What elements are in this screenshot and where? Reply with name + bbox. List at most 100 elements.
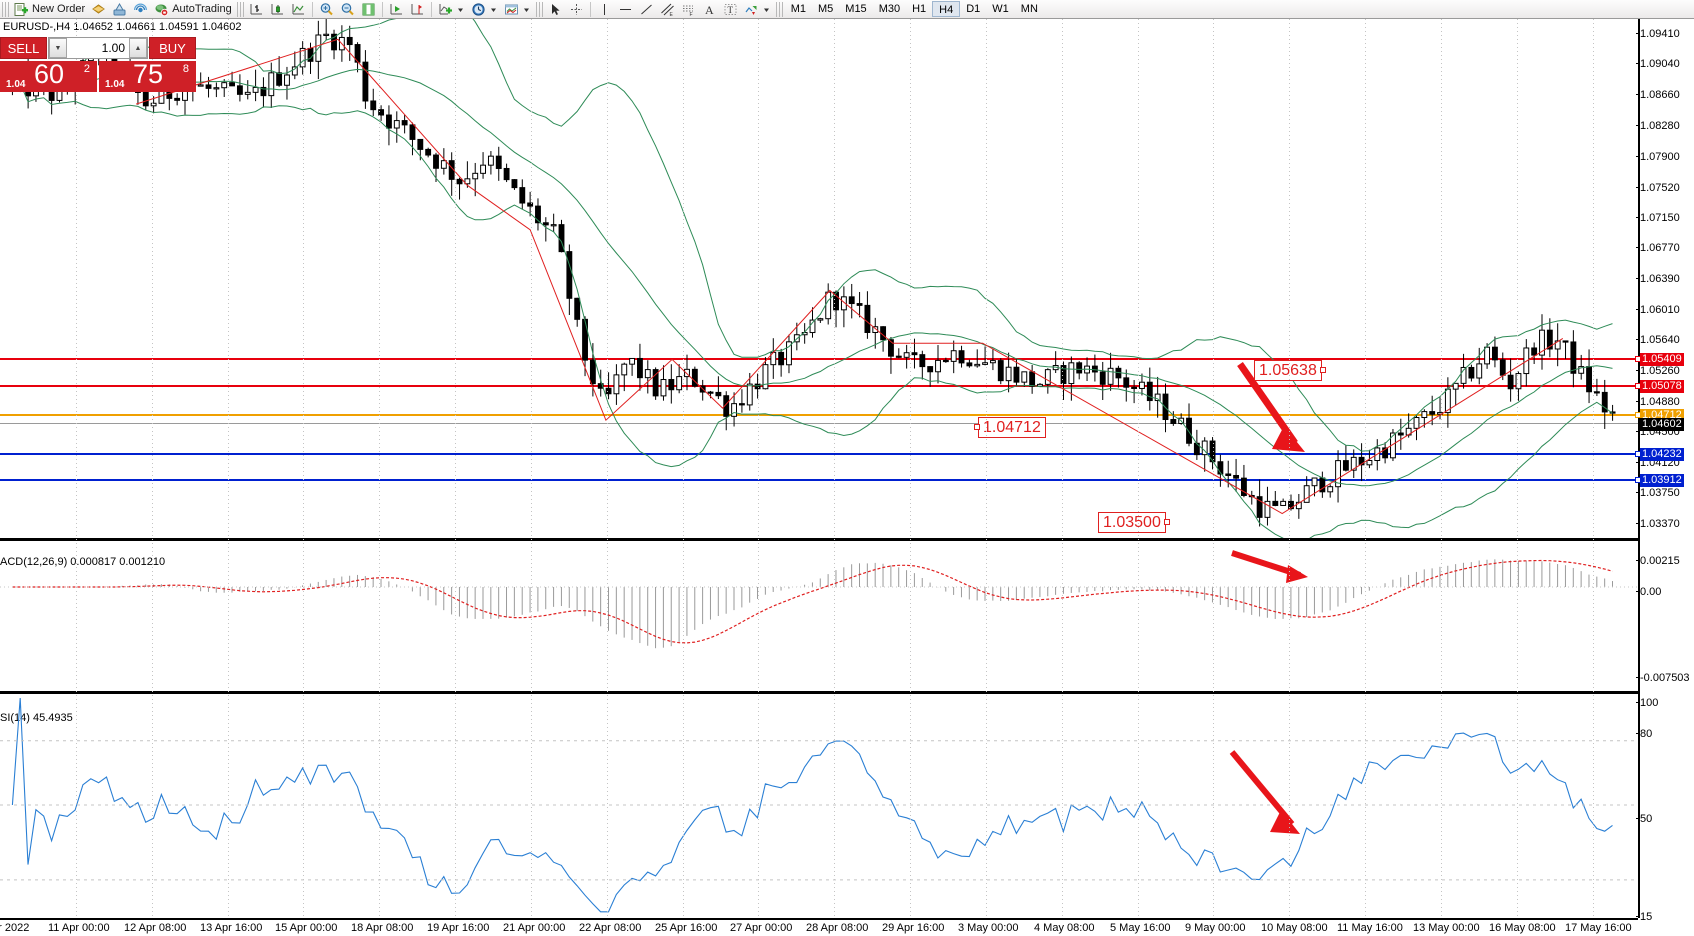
one-click-trading-panel[interactable]: SELL ▼ 1.00 ▲ BUY 1.04 60 2 1.04 75 8	[0, 37, 196, 92]
support-level-1[interactable]: 1.04232	[1635, 448, 1684, 462]
volume-increment-button[interactable]: ▲	[129, 38, 147, 58]
toolbar-separator-1	[311, 1, 313, 17]
ask-big: 75	[133, 59, 164, 89]
timeframe-mn[interactable]: MN	[1020, 3, 1038, 15]
tile-windows-button[interactable]	[358, 1, 379, 18]
toolbar-grip-3[interactable]	[535, 1, 543, 17]
expert-advisors-button[interactable]	[88, 1, 109, 18]
candlestick-chart-icon	[270, 2, 285, 17]
price-level-handle[interactable]	[1635, 355, 1641, 362]
trendline-button[interactable]	[636, 1, 657, 18]
data-window-button[interactable]	[109, 1, 130, 18]
price-level-line	[0, 414, 1638, 417]
chevron-down-icon-2[interactable]	[489, 2, 498, 17]
text-label-button[interactable]: A	[699, 1, 720, 18]
vertical-line-button[interactable]	[594, 1, 615, 18]
grid-line-vertical	[910, 19, 911, 918]
crosshair-icon	[569, 2, 584, 17]
time-tick: 19 Apr 16:00	[427, 922, 490, 934]
zoom-in-icon	[319, 2, 334, 17]
crosshair-button[interactable]	[566, 1, 587, 18]
mid-level-label[interactable]: 1.04712	[974, 417, 1046, 438]
order-row[interactable]: SELL ▼ 1.00 ▲ BUY	[0, 37, 196, 61]
bar-chart-button[interactable]	[246, 1, 267, 18]
chevron-down-icon-3[interactable]	[522, 2, 531, 17]
resistance-level-1[interactable]: 1.05409	[1635, 352, 1684, 366]
price-pane[interactable]	[0, 19, 1638, 538]
grid-line-vertical	[1593, 19, 1594, 918]
toolbar-grip[interactable]	[2, 1, 9, 17]
price-tick: 1.04500	[1636, 426, 1680, 439]
text-button[interactable]: T	[720, 1, 741, 18]
grid-line-vertical	[1441, 19, 1442, 918]
bid-prefix: 1.04	[6, 79, 26, 90]
volume-input[interactable]: ▼ 1.00 ▲	[48, 37, 148, 59]
fibonacci-button[interactable]: F	[678, 1, 699, 18]
candlestick-chart-button[interactable]	[267, 1, 288, 18]
new-order-button[interactable]: New Order	[11, 1, 88, 18]
timeframe-m15[interactable]: M15	[845, 3, 867, 15]
price-tick: 1.06390	[1636, 273, 1680, 286]
timeframe-m1[interactable]: M1	[790, 3, 806, 15]
chevron-down-icon-4[interactable]	[762, 2, 771, 17]
main-toolbar[interactable]: New Order	[0, 0, 1694, 19]
chevron-down-icon[interactable]	[456, 2, 465, 17]
current-price[interactable]: 1.04602	[1640, 418, 1684, 432]
zoom-out-icon	[340, 2, 355, 17]
rsi-pane[interactable]	[0, 694, 1638, 918]
horizontal-line-button[interactable]	[615, 1, 636, 18]
time-tick: 25 Apr 16:00	[655, 922, 718, 934]
price-level-handle[interactable]	[1635, 412, 1641, 419]
buy-button[interactable]: BUY	[149, 37, 196, 59]
timeframe-d1[interactable]: D1	[966, 3, 981, 15]
macd-tick: 0.00215	[1636, 555, 1680, 567]
autotrading-button[interactable]: AutoTrading	[151, 1, 235, 18]
equidistant-channel-button[interactable]: E	[657, 1, 678, 18]
line-chart-button[interactable]	[288, 1, 309, 18]
volume-value[interactable]: 1.00	[101, 41, 125, 55]
toolbar-grip-2[interactable]	[236, 1, 244, 17]
price-tick: 1.08280	[1636, 119, 1680, 132]
autotrading-label: AutoTrading	[172, 3, 232, 15]
navigator-button[interactable]	[130, 1, 151, 18]
timeframe-h4[interactable]: H4	[932, 1, 961, 17]
resistance-level-2[interactable]: 1.05078	[1635, 379, 1684, 393]
toolbar-separator-3	[430, 1, 432, 17]
chart-shift-button[interactable]	[407, 1, 428, 18]
templates-button[interactable]	[501, 1, 534, 18]
ask-price[interactable]: 1.04 75 8	[99, 59, 196, 92]
grid-line-vertical	[1289, 19, 1290, 918]
toolbar-grip-4[interactable]	[775, 1, 783, 17]
price-level-handle[interactable]	[1635, 382, 1641, 389]
timeframe-w1[interactable]: W1	[992, 3, 1009, 15]
macd-pane[interactable]	[0, 541, 1638, 691]
grid-line-vertical	[531, 19, 532, 918]
cursor-icon	[548, 2, 563, 17]
cursor-button[interactable]	[545, 1, 566, 18]
bid-big: 60	[34, 59, 65, 89]
period-button[interactable]	[468, 1, 501, 18]
price-tick: 1.07900	[1636, 150, 1680, 163]
volume-decrement-button[interactable]: ▼	[49, 38, 67, 58]
zoom-in-button[interactable]	[316, 1, 337, 18]
macd-tick: 0.00	[1635, 586, 1662, 598]
drawings-button[interactable]	[741, 1, 774, 18]
indicators-button[interactable]	[435, 1, 468, 18]
time-tick: 3 May 00:00	[958, 922, 1019, 934]
chart-area[interactable]: EURUSD-,H4 1.04652 1.04661 1.04591 1.046…	[0, 19, 1694, 936]
support-level-2[interactable]: 1.03912	[1635, 474, 1684, 488]
grid-line-vertical	[228, 19, 229, 918]
timeframe-m30[interactable]: M30	[878, 3, 901, 15]
timeframe-m5[interactable]: M5	[818, 3, 834, 15]
rsi-tick: 15	[1635, 911, 1653, 923]
low-pivot-label[interactable]: 1.03500	[1098, 512, 1170, 533]
price-level-handle[interactable]	[1635, 477, 1641, 484]
high-pivot-label[interactable]: 1.05638	[1254, 360, 1326, 381]
scroll-end-button[interactable]	[386, 1, 407, 18]
timeframe-h1[interactable]: H1	[912, 3, 927, 15]
price-level-handle[interactable]	[1635, 451, 1641, 458]
zoom-out-button[interactable]	[337, 1, 358, 18]
sell-button[interactable]: SELL	[0, 37, 47, 59]
time-tick: 5 May 16:00	[1110, 922, 1171, 934]
bid-price[interactable]: 1.04 60 2	[0, 59, 97, 92]
